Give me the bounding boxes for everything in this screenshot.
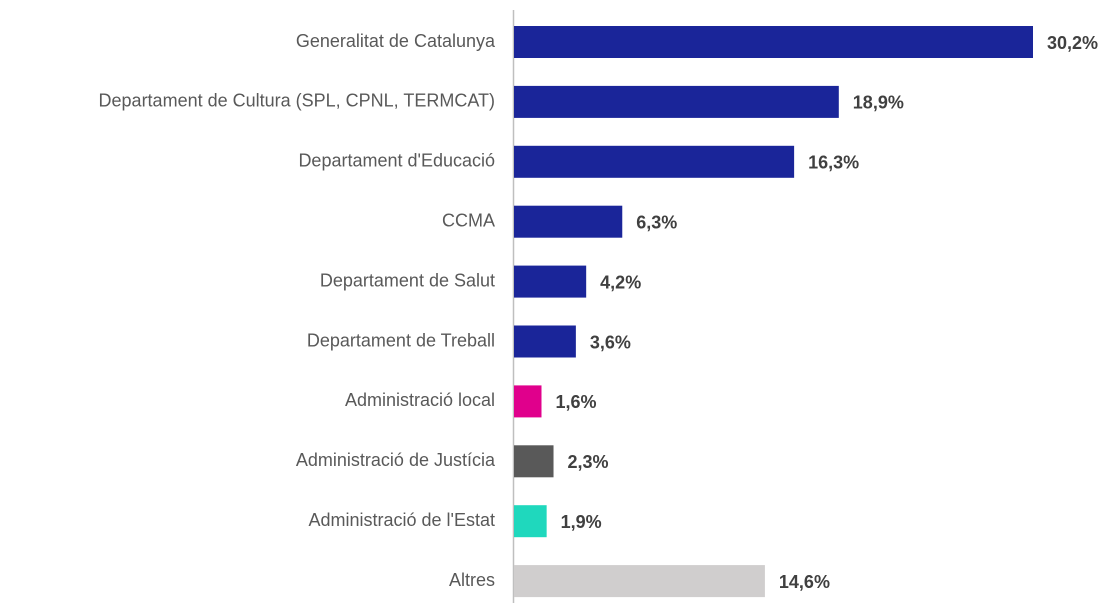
bar bbox=[514, 265, 587, 298]
bar bbox=[514, 385, 542, 418]
category-label: Departament de Cultura (SPL, CPNL, TERMC… bbox=[99, 91, 495, 111]
category-label: Altres bbox=[449, 570, 495, 590]
value-label: 16,3% bbox=[808, 153, 859, 173]
value-label: 1,9% bbox=[561, 512, 602, 532]
value-label: 3,6% bbox=[590, 332, 631, 352]
category-label: CCMA bbox=[442, 210, 495, 230]
category-label: Departament de Salut bbox=[320, 270, 495, 290]
value-label: 4,2% bbox=[600, 272, 641, 292]
bar bbox=[514, 505, 547, 538]
category-label: Administració de l'Estat bbox=[308, 510, 495, 530]
bar bbox=[514, 145, 795, 178]
category-label: Generalitat de Catalunya bbox=[296, 31, 496, 51]
bar bbox=[514, 445, 554, 478]
value-label: 2,3% bbox=[568, 452, 609, 472]
bar bbox=[514, 325, 576, 358]
category-label: Administració de Justícia bbox=[296, 450, 496, 470]
value-label: 1,6% bbox=[555, 392, 596, 412]
category-label: Departament d'Educació bbox=[298, 151, 495, 171]
value-label: 18,9% bbox=[853, 93, 904, 113]
bar bbox=[514, 85, 839, 118]
value-label: 14,6% bbox=[779, 572, 830, 592]
value-label: 6,3% bbox=[636, 212, 677, 232]
category-label: Departament de Treball bbox=[307, 330, 495, 350]
category-label: Administració local bbox=[345, 390, 495, 410]
bar bbox=[514, 565, 765, 598]
bar bbox=[514, 205, 623, 238]
bar bbox=[514, 26, 1033, 58]
value-label: 30,2% bbox=[1047, 33, 1098, 53]
